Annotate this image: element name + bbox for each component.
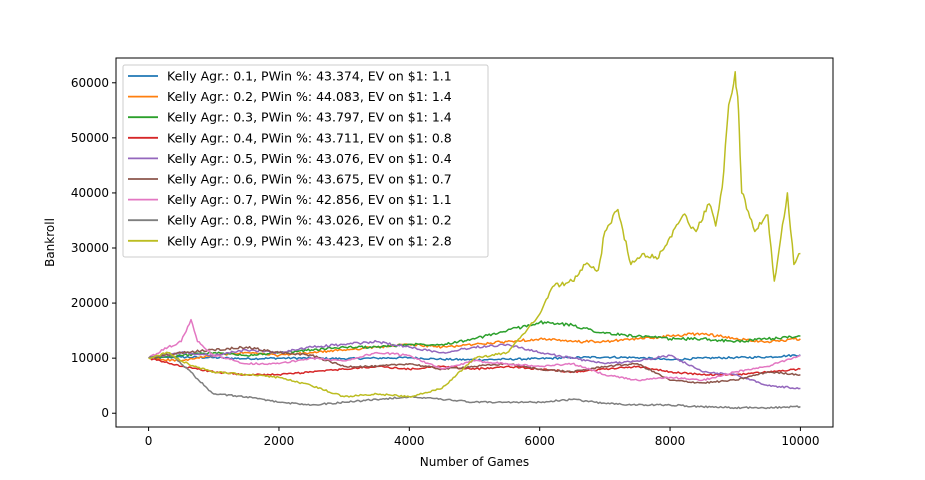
legend-label: Kelly Agr.: 0.3, PWin %: 43.797, EV on $… (167, 110, 452, 125)
y-tick-label: 40000 (71, 186, 109, 200)
y-tick-label: 60000 (71, 76, 109, 90)
series-line (148, 351, 801, 410)
series-line (148, 318, 801, 382)
series-line (148, 71, 801, 398)
legend-label: Kelly Agr.: 0.1, PWin %: 43.374, EV on $… (167, 69, 452, 84)
legend-label: Kelly Agr.: 0.8, PWin %: 43.026, EV on $… (167, 213, 452, 228)
y-tick-label: 30000 (71, 241, 109, 255)
series-line (148, 332, 801, 362)
legend-label: Kelly Agr.: 0.9, PWin %: 43.423, EV on $… (167, 233, 452, 248)
x-tick-label: 2000 (264, 434, 295, 448)
x-axis-label: Number of Games (420, 455, 529, 469)
legend-label: Kelly Agr.: 0.5, PWin %: 43.076, EV on $… (167, 151, 452, 166)
legend-label: Kelly Agr.: 0.6, PWin %: 43.675, EV on $… (167, 172, 452, 187)
series-line (148, 339, 801, 390)
legend-label: Kelly Agr.: 0.4, PWin %: 43.711, EV on $… (167, 130, 452, 145)
series-line (148, 345, 801, 384)
x-tick-label: 0 (145, 434, 153, 448)
x-tick-label: 4000 (394, 434, 425, 448)
series-layer (148, 71, 801, 410)
x-tick-label: 10000 (781, 434, 819, 448)
legend: Kelly Agr.: 0.1, PWin %: 43.374, EV on $… (122, 64, 489, 258)
plot-frame (115, 57, 834, 428)
y-axis: 0 10000 20000 30000 40000 50000 60000 (71, 76, 116, 420)
y-tick-label: 0 (101, 406, 109, 420)
y-tick-label: 10000 (71, 351, 109, 365)
x-tick-label: 6000 (524, 434, 555, 448)
x-axis: 0 2000 4000 6000 8000 10000 (145, 427, 820, 448)
y-tick-label: 50000 (71, 131, 109, 145)
legend-label: Kelly Agr.: 0.2, PWin %: 44.083, EV on $… (167, 89, 452, 104)
y-axis-label: Bankroll (43, 218, 57, 267)
plot-area (115, 57, 834, 428)
series-line (148, 357, 801, 377)
legend-label: Kelly Agr.: 0.7, PWin %: 42.856, EV on $… (167, 192, 452, 207)
series-line (148, 354, 801, 362)
legend-frame (122, 64, 489, 258)
x-tick-label: 8000 (655, 434, 686, 448)
series-line (148, 320, 801, 359)
y-tick-label: 20000 (71, 296, 109, 310)
